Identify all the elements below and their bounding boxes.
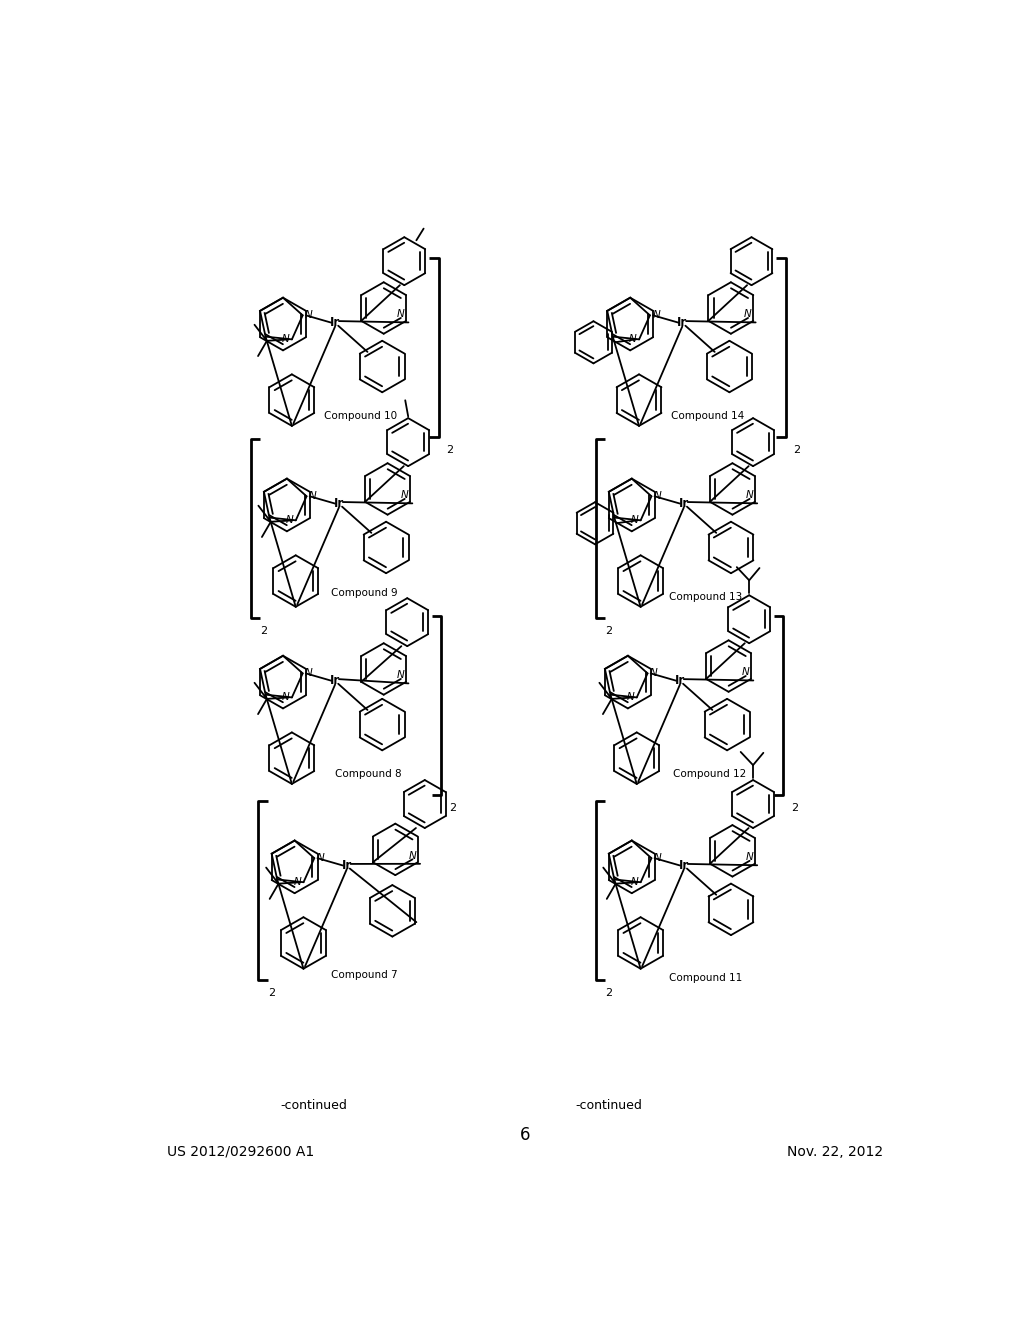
Text: 2: 2: [450, 803, 457, 813]
Text: Compound 12: Compound 12: [673, 770, 745, 779]
Text: Ir: Ir: [342, 859, 352, 873]
Text: Compound 8: Compound 8: [335, 770, 401, 779]
Text: N: N: [282, 693, 290, 702]
Text: 2: 2: [794, 445, 801, 455]
Text: Ir: Ir: [330, 315, 340, 329]
Text: Ir: Ir: [330, 675, 340, 688]
Text: N: N: [745, 490, 754, 500]
Text: -continued: -continued: [575, 1100, 642, 1111]
Text: Compound 9: Compound 9: [331, 589, 397, 598]
Text: Compound 11: Compound 11: [669, 973, 742, 983]
Text: N: N: [631, 515, 638, 525]
Text: N: N: [627, 693, 635, 702]
Text: Ir: Ir: [334, 498, 344, 510]
Text: 2: 2: [605, 626, 612, 636]
Text: N: N: [286, 515, 294, 525]
Text: Compound 13: Compound 13: [669, 593, 742, 602]
Text: N: N: [652, 310, 660, 321]
Text: N: N: [653, 853, 662, 863]
Text: -continued: -continued: [281, 1100, 347, 1111]
Text: N: N: [397, 671, 404, 680]
Text: Nov. 22, 2012: Nov. 22, 2012: [786, 1144, 883, 1159]
Text: N: N: [316, 853, 325, 863]
Text: N: N: [629, 334, 637, 345]
Text: Ir: Ir: [679, 498, 689, 510]
Text: N: N: [305, 310, 312, 321]
Text: 2: 2: [792, 803, 799, 813]
Text: 2: 2: [268, 987, 274, 998]
Text: N: N: [305, 668, 312, 678]
Text: N: N: [282, 334, 290, 345]
Text: N: N: [294, 878, 301, 887]
Text: N: N: [653, 491, 662, 502]
Text: N: N: [397, 309, 404, 319]
Text: Compound 14: Compound 14: [671, 412, 744, 421]
Text: Ir: Ir: [679, 859, 689, 873]
Text: Compound 7: Compound 7: [331, 970, 397, 979]
Text: 2: 2: [446, 445, 454, 455]
Text: N: N: [409, 850, 416, 861]
Text: N: N: [400, 490, 409, 500]
Text: 6: 6: [519, 1126, 530, 1143]
Text: N: N: [745, 853, 754, 862]
Text: N: N: [631, 878, 638, 887]
Text: Compound 10: Compound 10: [324, 412, 397, 421]
Text: Ir: Ir: [677, 315, 687, 329]
Text: N: N: [309, 491, 316, 502]
Text: 2: 2: [605, 987, 612, 998]
Text: 2: 2: [260, 626, 267, 636]
Text: N: N: [744, 309, 752, 319]
Text: US 2012/0292600 A1: US 2012/0292600 A1: [167, 1144, 314, 1159]
Text: Ir: Ir: [675, 675, 685, 688]
Text: N: N: [650, 668, 657, 678]
Text: N: N: [741, 668, 750, 677]
